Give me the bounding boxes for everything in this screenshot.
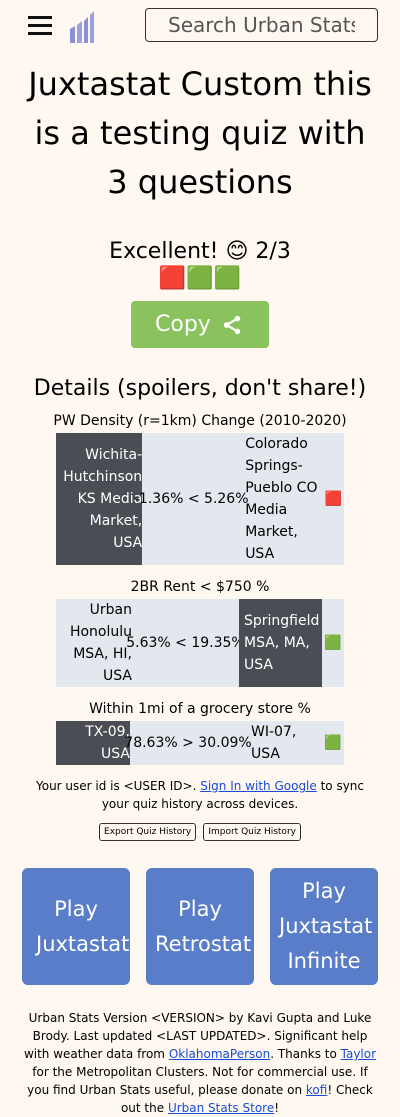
copy-label: Copy [155,312,211,337]
taylor-link[interactable]: Taylor [340,1047,377,1061]
sign-in-link[interactable]: Sign In with Google [200,779,317,793]
result-emoji-summary: 🟥🟩🟩 [158,266,242,291]
quiz-score: Excellent! 😊 2/3 [109,239,291,264]
history-buttons: Export Quiz History Import Quiz History [0,819,400,841]
play-juxtastat-button[interactable]: Play Juxtastat [22,868,130,985]
oklahomaperson-link[interactable]: OklahomaPerson [168,1047,271,1061]
urban-stats-store-link[interactable]: Urban Stats Store [167,1101,275,1115]
option-a: Wichita-Hutchinson KS Media Market, USA [56,433,143,565]
footer: Urban Stats Version <VERSION> by Kavi Gu… [23,1011,377,1115]
play-juxtastat-infinite-button[interactable]: Play Juxtastat Infinite [270,868,378,985]
option-a: Urban Honolulu MSA, HI, USA [69,602,132,684]
option-b: WI-07, USA [251,724,297,762]
question-label: PW Density (r=1km) Change (2010-2020) [53,413,347,429]
comparison-value: 5.63% < 19.35% [126,635,245,651]
question-label: 2BR Rent < $750 % [130,579,270,595]
user-id-notice: Your user id is <USER ID>. Sign In with … [35,779,365,811]
header [0,0,400,52]
question-row: TX-09, USA 78.63% > 30.09% WI-07, USA 🟩 [56,721,344,765]
result-emoji: 🟥 [324,491,342,507]
comparison-value: -1.36% < 5.26% [133,491,249,507]
import-quiz-history-button[interactable]: Import Quiz History [203,823,301,841]
share-icon [223,315,241,335]
play-retrostat-button[interactable]: Play Retrostat [146,868,254,985]
copy-button[interactable]: Copy [131,301,269,348]
question-label: Within 1mi of a grocery store % [89,701,311,717]
option-b: Colorado Springs-Pueblo CO Media Market,… [245,436,318,562]
details-heading: Details (spoilers, don't share!) [33,376,367,401]
question-row: Wichita-Hutchinson KS Media Market, USA … [56,433,344,565]
result-emoji: 🟩 [324,735,342,751]
question-row: Urban Honolulu MSA, HI, USA 5.63% < 19.3… [56,599,344,687]
option-a: TX-09, USA [56,721,130,765]
result-emoji: 🟩 [324,635,342,651]
export-quiz-history-button[interactable]: Export Quiz History [99,823,197,841]
menu-icon[interactable] [28,15,52,37]
play-buttons: Play Juxtastat Play Retrostat Play Juxta… [22,868,378,985]
urban-stats-logo[interactable] [68,9,96,45]
page-title: Juxtastat Custom this is a testing quiz … [28,65,372,201]
search-input[interactable] [145,8,378,42]
kofi-link[interactable]: kofi [305,1083,328,1097]
comparison-value: 78.63% > 30.09% [124,735,252,751]
option-b: Springfield MSA, MA, USA [239,599,322,687]
